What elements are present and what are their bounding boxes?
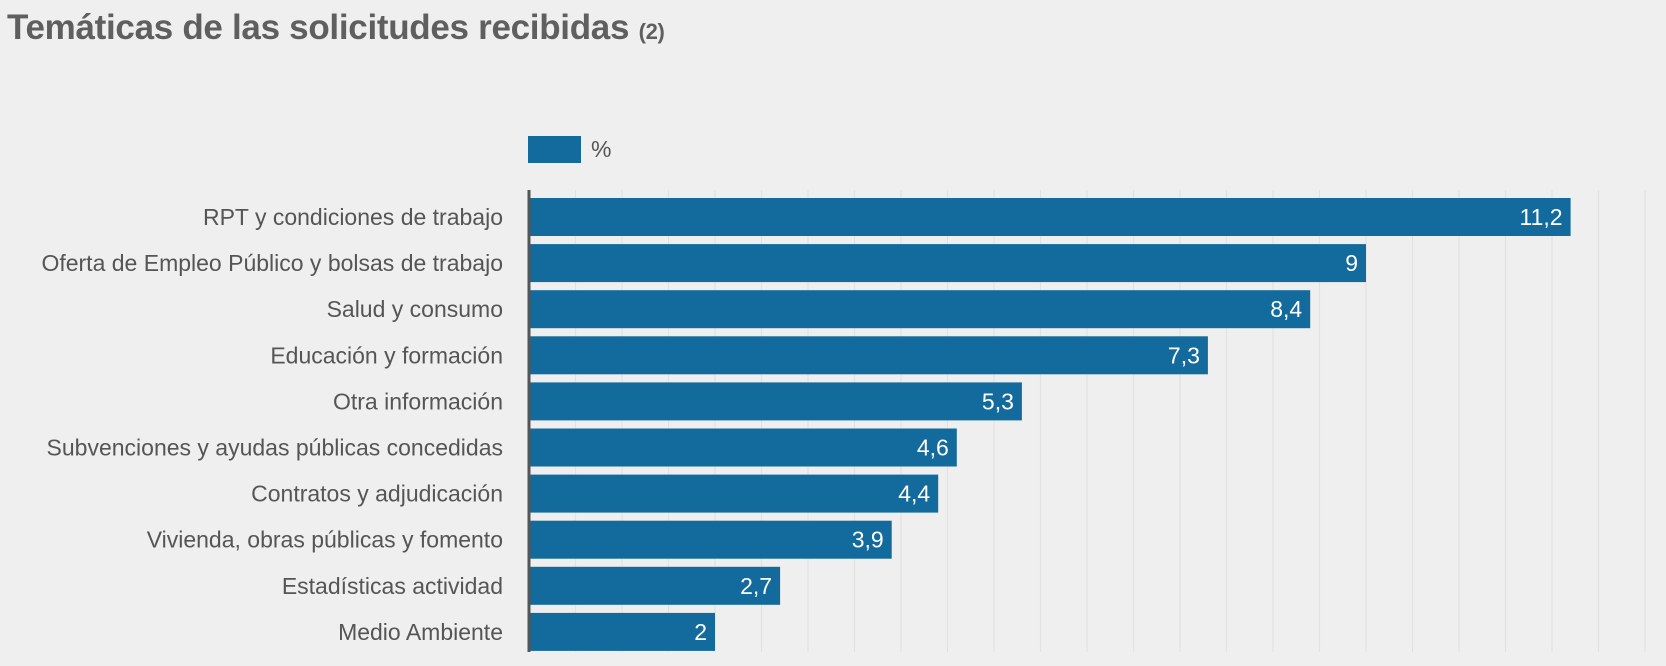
bar [529, 290, 1311, 329]
bar-value-label: 9 [1345, 250, 1358, 276]
category-label: RPT y condiciones de trabajo [203, 204, 503, 230]
category-label: Otra información [333, 388, 503, 414]
bar [529, 382, 1022, 421]
legend-swatch [528, 136, 581, 163]
bar [529, 244, 1366, 283]
category-label: Vivienda, obras públicas y fomento [147, 527, 503, 553]
category-label: Subvenciones y ayudas públicas concedida… [47, 435, 503, 461]
bar [529, 474, 939, 513]
bar-value-label: 5,3 [982, 388, 1014, 414]
category-label: Contratos y adjudicación [251, 481, 503, 507]
bar [529, 336, 1208, 375]
bar-value-label: 3,9 [852, 527, 884, 553]
bar-value-label: 7,3 [1168, 342, 1200, 368]
bar [529, 198, 1571, 236]
category-label: Oferta de Empleo Público y bolsas de tra… [41, 250, 503, 276]
bar-value-label: 2,7 [740, 573, 772, 599]
category-label: Salud y consumo [327, 296, 503, 322]
bars: 11,2 9 8,4 7,3 5,3 4,6 4,4 3,9 2,7 2 [529, 198, 1571, 651]
chart-title-note: (2) [638, 19, 665, 44]
bar-value-label: 2 [694, 619, 707, 645]
category-labels: RPT y condiciones de trabajo Oferta de Em… [41, 204, 503, 645]
legend-label: % [591, 136, 612, 162]
category-label: Educación y formación [270, 342, 503, 368]
bar [529, 612, 715, 651]
bar-value-label: 11,2 [1520, 204, 1563, 230]
category-label: Medio Ambiente [338, 619, 503, 645]
chart-title-main: Temáticas de las solicitudes recibidas [7, 8, 630, 47]
bar-value-label: 8,4 [1270, 296, 1302, 322]
bar-value-label: 4,4 [898, 481, 930, 507]
bar [529, 566, 781, 605]
bar [529, 520, 892, 559]
category-label: Estadísticas actividad [282, 573, 503, 599]
chart-legend: % [528, 136, 611, 163]
bar [529, 428, 957, 467]
chart-title: Temáticas de las solicitudes recibidas (… [7, 8, 665, 48]
bar-value-label: 4,6 [917, 435, 949, 461]
